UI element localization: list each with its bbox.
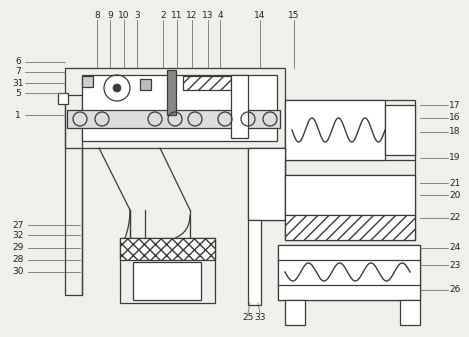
Bar — [231, 75, 248, 138]
Bar — [133, 262, 201, 300]
Text: 7: 7 — [15, 67, 21, 76]
Bar — [285, 175, 415, 215]
Bar — [278, 245, 420, 300]
Text: 19: 19 — [449, 153, 461, 162]
Bar — [167, 70, 176, 115]
Text: 17: 17 — [449, 100, 461, 110]
Text: 26: 26 — [449, 285, 461, 295]
Bar — [248, 220, 261, 305]
Bar — [285, 300, 305, 325]
Text: 18: 18 — [449, 127, 461, 136]
Text: 28: 28 — [12, 255, 24, 265]
Text: 24: 24 — [449, 244, 461, 252]
Bar — [285, 215, 415, 240]
Circle shape — [113, 84, 121, 92]
Text: 2: 2 — [160, 10, 166, 20]
Text: 29: 29 — [12, 244, 24, 252]
Bar — [120, 238, 215, 303]
Bar — [82, 76, 93, 87]
Bar — [248, 148, 285, 220]
Bar — [140, 79, 151, 90]
Text: 1: 1 — [15, 111, 21, 120]
Text: 32: 32 — [12, 231, 24, 240]
Text: 33: 33 — [254, 313, 266, 323]
Text: 21: 21 — [449, 179, 461, 187]
Bar — [82, 75, 277, 141]
Text: 5: 5 — [15, 89, 21, 97]
Text: 15: 15 — [288, 10, 300, 20]
Text: 25: 25 — [242, 313, 254, 323]
Text: 9: 9 — [107, 10, 113, 20]
Text: 6: 6 — [15, 58, 21, 66]
Bar — [400, 300, 420, 325]
Text: 22: 22 — [449, 214, 461, 222]
Bar — [285, 175, 415, 240]
Bar — [65, 95, 82, 295]
Bar — [120, 238, 215, 260]
Text: 14: 14 — [254, 10, 265, 20]
Text: 13: 13 — [202, 10, 214, 20]
Text: 23: 23 — [449, 261, 461, 270]
Bar — [248, 148, 285, 220]
Text: 27: 27 — [12, 220, 24, 229]
Bar — [385, 105, 415, 155]
Text: 10: 10 — [118, 10, 130, 20]
Text: 4: 4 — [217, 10, 223, 20]
Text: 11: 11 — [171, 10, 183, 20]
Text: 30: 30 — [12, 268, 24, 276]
Bar — [67, 110, 280, 128]
Text: 12: 12 — [186, 10, 198, 20]
Bar — [285, 100, 415, 160]
Text: 31: 31 — [12, 79, 24, 88]
Text: 16: 16 — [449, 114, 461, 123]
Bar — [58, 93, 68, 104]
Bar — [65, 68, 285, 148]
Bar — [183, 76, 231, 90]
Text: 3: 3 — [134, 10, 140, 20]
Text: 20: 20 — [449, 190, 461, 200]
Text: 8: 8 — [94, 10, 100, 20]
Bar — [278, 245, 420, 300]
Bar — [285, 100, 385, 160]
